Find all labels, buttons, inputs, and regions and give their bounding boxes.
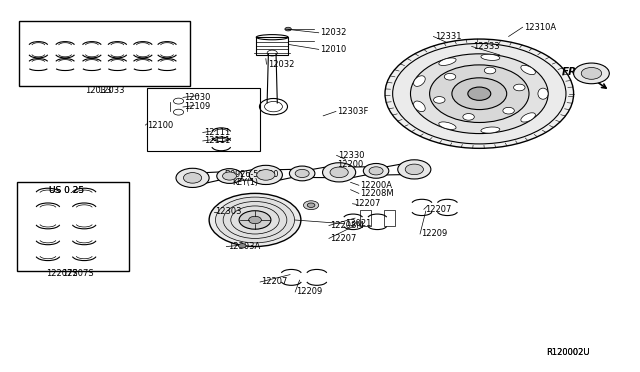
Circle shape [468,87,491,100]
Text: R120002U: R120002U [546,349,589,357]
Circle shape [463,113,474,120]
Ellipse shape [538,88,548,99]
Circle shape [513,84,525,91]
Circle shape [289,166,315,181]
Circle shape [364,163,389,178]
Text: FRONT: FRONT [562,67,606,88]
Text: 12207S: 12207S [46,269,77,278]
Text: 12209: 12209 [421,230,447,238]
Text: 12207: 12207 [261,278,288,286]
Circle shape [231,206,279,234]
Circle shape [209,193,301,247]
Circle shape [503,108,515,114]
Text: 13021: 13021 [346,219,372,228]
Circle shape [429,65,529,122]
Text: 12207: 12207 [330,234,356,243]
Circle shape [307,203,315,208]
Bar [384,210,395,226]
Text: US 0.25: US 0.25 [49,186,84,195]
Bar [256,37,288,55]
Circle shape [223,202,287,238]
Circle shape [433,97,445,103]
Text: 12207: 12207 [354,199,380,208]
Circle shape [452,78,507,110]
Ellipse shape [521,65,536,75]
Text: 12200A: 12200A [360,181,392,190]
Circle shape [405,164,424,175]
Text: 12310A: 12310A [524,23,556,32]
Text: 12207: 12207 [425,205,451,214]
Bar [19,20,190,86]
Circle shape [217,169,243,183]
Text: 12303: 12303 [215,207,241,217]
Text: R120002U: R120002U [546,349,589,357]
Circle shape [295,169,309,177]
Text: 12109: 12109 [184,103,211,112]
Circle shape [184,173,202,183]
Circle shape [581,67,602,79]
Circle shape [573,63,609,84]
Circle shape [285,27,291,31]
Text: 12207S: 12207S [62,269,93,278]
Text: US 0.25: US 0.25 [49,186,84,195]
Text: 12330: 12330 [338,151,364,160]
Bar [17,182,129,271]
Text: 12111: 12111 [204,128,230,137]
Text: 12030: 12030 [184,93,211,102]
Circle shape [369,167,383,175]
Text: 12032: 12032 [320,28,346,37]
Circle shape [239,211,271,229]
Circle shape [176,168,209,187]
Text: KEY(1): KEY(1) [233,178,259,187]
Circle shape [323,163,356,182]
Bar [147,88,260,151]
Text: 12200: 12200 [337,160,364,169]
Circle shape [248,216,261,224]
Ellipse shape [439,58,456,65]
Text: 12100: 12100 [147,121,173,129]
Text: 12208M: 12208M [360,189,394,198]
Text: 12033: 12033 [85,86,111,94]
Circle shape [239,244,246,248]
Text: 12010: 12010 [320,45,346,54]
Text: 12033: 12033 [99,86,125,94]
Circle shape [330,167,348,177]
Text: D0926-51600: D0926-51600 [225,170,279,179]
Circle shape [484,67,496,74]
Text: 12111: 12111 [204,137,230,145]
Circle shape [249,165,282,185]
Circle shape [397,160,431,179]
Text: 12208M: 12208M [330,221,364,230]
Circle shape [410,54,548,134]
Circle shape [223,172,237,180]
Ellipse shape [521,113,536,122]
Circle shape [303,201,319,210]
Ellipse shape [481,54,500,60]
Ellipse shape [481,127,500,133]
Ellipse shape [439,122,456,129]
Text: 12333: 12333 [473,42,500,51]
Circle shape [444,73,456,80]
Circle shape [257,170,275,180]
Ellipse shape [413,101,425,112]
Text: 12303F: 12303F [337,107,369,116]
Text: 12303A: 12303A [228,242,260,251]
Text: 12032: 12032 [268,60,294,69]
Circle shape [393,44,566,144]
Circle shape [385,39,573,148]
Circle shape [216,197,294,243]
Ellipse shape [413,76,425,86]
Text: 12209: 12209 [296,288,323,296]
Text: 12331: 12331 [435,32,461,41]
Bar [360,210,371,226]
